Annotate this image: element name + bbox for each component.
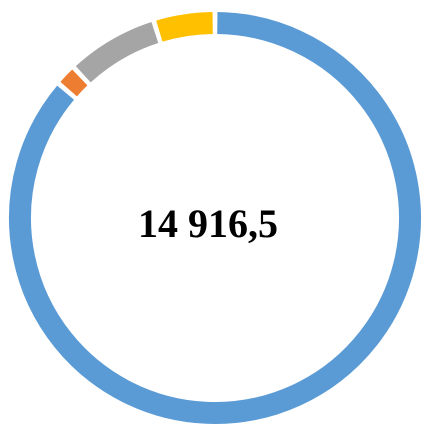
donut-segment (156, 12, 214, 42)
donut-segment (75, 22, 159, 83)
donut-segment (60, 69, 88, 97)
center-label: 14 916,5 (138, 201, 278, 246)
donut-segment (9, 12, 421, 424)
